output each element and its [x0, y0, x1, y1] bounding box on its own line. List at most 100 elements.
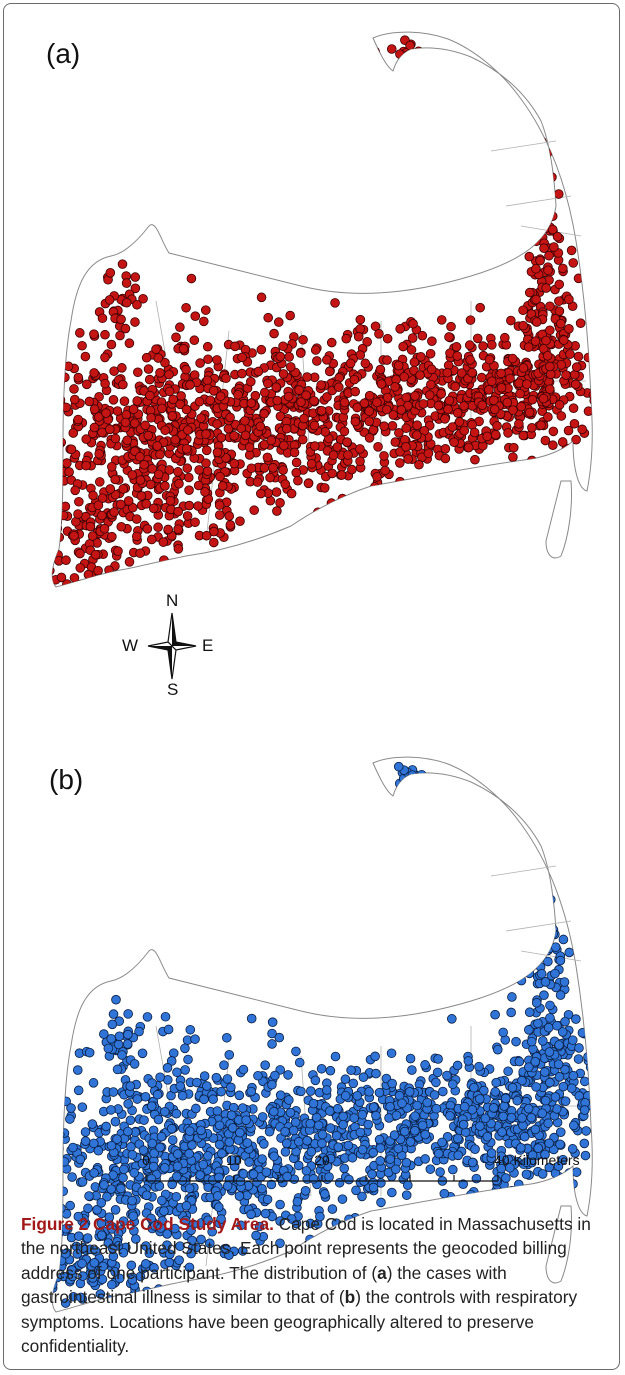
participant-point: [365, 281, 375, 291]
participant-point: [390, 382, 400, 392]
participant-point: [140, 420, 151, 431]
participant-point: [107, 1243, 118, 1253]
participant-point: [202, 466, 213, 476]
participant-point: [579, 1076, 590, 1087]
participant-point: [368, 1182, 379, 1193]
participant-point: [80, 351, 91, 362]
participant-point: [21, 419, 30, 428]
participant-point: [470, 1144, 480, 1154]
participant-point: [316, 405, 327, 416]
participant-point: [386, 44, 397, 54]
participant-point: [351, 1185, 361, 1196]
participant-point: [357, 1109, 368, 1120]
participant-point: [420, 1154, 430, 1164]
participant-point: [545, 361, 555, 372]
participant-point: [127, 1275, 138, 1285]
participant-point: [440, 444, 451, 454]
participant-point: [256, 344, 267, 355]
participant-point: [172, 1067, 182, 1078]
participant-point: [120, 417, 131, 428]
participant-point: [121, 278, 132, 288]
participant-point: [203, 354, 213, 365]
participant-point: [489, 404, 500, 415]
participant-point: [294, 1136, 304, 1147]
compass-north-label: N: [166, 591, 179, 610]
participant-point: [428, 505, 439, 516]
participant-point: [237, 368, 247, 379]
participant-point: [558, 1154, 568, 1165]
participant-point: [225, 412, 235, 423]
participant-point: [152, 441, 163, 451]
participant-point: [153, 1114, 164, 1125]
participant-point: [538, 1036, 548, 1046]
participant-point: [517, 1075, 527, 1086]
participant-point: [52, 460, 63, 471]
participant-point: [246, 1013, 257, 1024]
participant-point: [403, 454, 413, 464]
participant-point: [458, 1119, 469, 1130]
participant-point: [537, 933, 548, 944]
participant-point: [275, 351, 286, 362]
participant-point: [256, 292, 267, 303]
participant-point: [405, 40, 415, 51]
participant-point: [122, 1039, 133, 1049]
participant-point: [237, 1103, 248, 1113]
participant-point: [331, 526, 341, 536]
participant-point: [19, 474, 28, 483]
participant-point: [416, 351, 426, 362]
participant-point: [583, 406, 593, 417]
participant-point: [138, 293, 148, 304]
participant-point: [52, 517, 62, 527]
participant-point: [281, 423, 292, 434]
participant-point: [540, 178, 551, 189]
participant-point: [189, 335, 200, 346]
participant-point: [170, 434, 181, 445]
participant-point: [503, 1066, 513, 1077]
participant-point: [194, 465, 204, 475]
participant-point: [543, 1118, 553, 1129]
participant-point: [142, 524, 153, 534]
participant-point: [41, 560, 50, 569]
participant-point: [110, 1267, 120, 1277]
participant-point: [160, 1106, 170, 1117]
scale-bar: 0 10 20 40 Kilometers: [142, 1152, 580, 1182]
participant-point: [195, 358, 205, 368]
participant-point: [305, 1118, 316, 1129]
participant-point: [545, 301, 555, 312]
participant-point: [506, 315, 516, 326]
participant-point: [118, 1172, 128, 1183]
participant-point: [508, 869, 518, 880]
participant-point: [282, 1171, 292, 1182]
participant-point: [203, 1215, 213, 1226]
participant-point: [416, 769, 427, 780]
participant-point: [107, 531, 117, 542]
participant-point: [123, 1029, 133, 1040]
participant-point: [309, 420, 320, 431]
participant-point: [544, 1162, 555, 1173]
participant-point: [237, 352, 247, 363]
participant-point: [347, 464, 357, 475]
participant-point: [95, 1289, 106, 1299]
participant-point: [374, 1134, 385, 1145]
participant-point: [185, 1024, 196, 1035]
participant-point: [174, 1255, 184, 1265]
participant-point: [273, 317, 284, 327]
participant-point: [76, 579, 86, 587]
participant-point: [215, 391, 226, 402]
participant-point: [32, 1137, 41, 1146]
participant-point: [173, 506, 183, 517]
participant-point: [79, 1220, 90, 1231]
participant-point: [184, 1262, 195, 1273]
participant-point: [590, 381, 593, 391]
participant-point: [541, 283, 551, 293]
participant-point: [524, 953, 535, 964]
participant-point: [357, 1144, 368, 1155]
participant-point: [391, 1110, 402, 1121]
participant-point: [159, 1163, 170, 1173]
caption-ref-b: b: [344, 1287, 356, 1308]
participant-point: [87, 1119, 98, 1129]
participant-point: [186, 1248, 196, 1259]
participant-point: [465, 355, 476, 365]
participant-point: [219, 1060, 229, 1070]
participant-point: [386, 1048, 397, 1059]
